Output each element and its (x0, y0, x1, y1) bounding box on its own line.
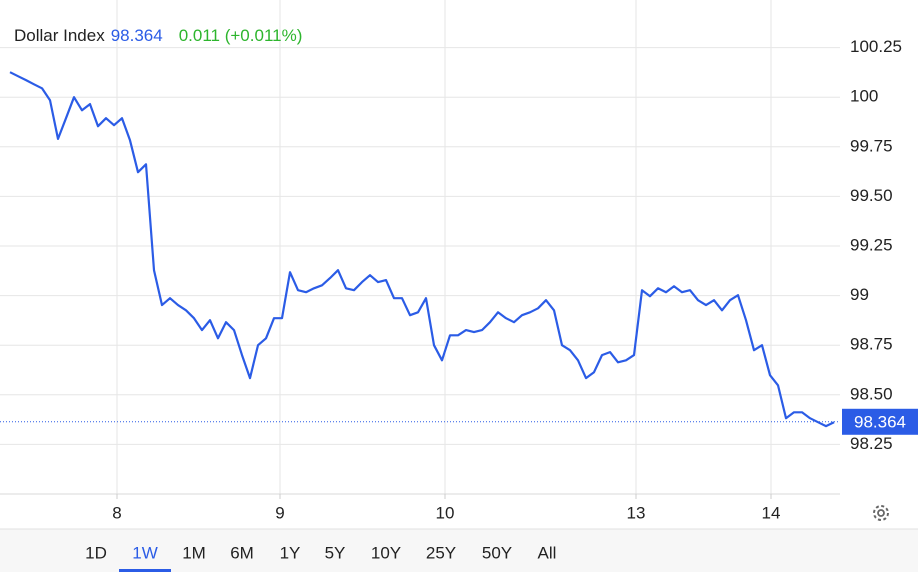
range-button[interactable]: 1W (132, 543, 158, 562)
x-tick-label: 13 (627, 503, 646, 522)
range-button[interactable]: All (538, 543, 557, 562)
range-button[interactable]: 1D (85, 543, 107, 562)
y-tick-label: 99.25 (850, 235, 893, 254)
range-button[interactable]: 5Y (325, 543, 346, 562)
price-line (9, 71, 835, 428)
header-price: 98.364 (111, 26, 163, 45)
range-button[interactable]: 50Y (482, 543, 512, 562)
x-tick-label: 14 (762, 503, 781, 522)
chart-title: Dollar Index (14, 26, 105, 45)
range-button[interactable]: 10Y (371, 543, 401, 562)
y-tick-label: 100.25 (850, 37, 902, 56)
y-tick-label: 98.50 (850, 384, 893, 403)
range-button[interactable]: 6M (230, 543, 254, 562)
settings-icon[interactable] (873, 505, 889, 521)
y-tick-label: 99 (850, 285, 869, 304)
range-button[interactable]: 1Y (280, 543, 301, 562)
y-tick-label: 99.75 (850, 136, 893, 155)
y-tick-label: 99.50 (850, 186, 893, 205)
grid (0, 0, 840, 494)
header: Dollar Index 98.364 0.011 (+0.011%) (14, 26, 302, 45)
last-price-label: 98.364 (854, 412, 906, 431)
range-button[interactable]: 1M (182, 543, 206, 562)
range-bar (0, 529, 918, 572)
x-tick-label: 8 (112, 503, 121, 522)
range-selected-underline (119, 569, 171, 572)
x-tick-label: 9 (275, 503, 284, 522)
x-tick-label: 10 (436, 503, 455, 522)
y-tick-label: 98.75 (850, 335, 893, 354)
header-change: 0.011 (+0.011%) (179, 26, 303, 45)
y-tick-label: 100 (850, 87, 878, 106)
range-button[interactable]: 25Y (426, 543, 456, 562)
last-price-box (842, 408, 918, 435)
y-tick-label: 98.25 (850, 434, 893, 453)
